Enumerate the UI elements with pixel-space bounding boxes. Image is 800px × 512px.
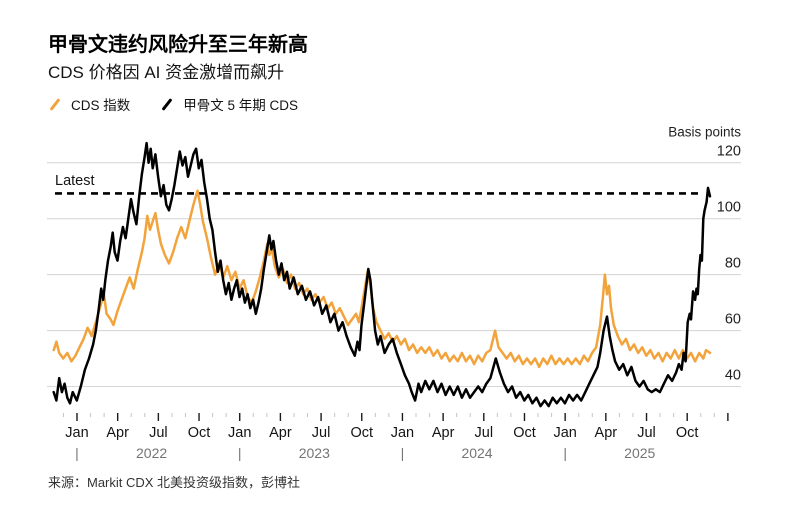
x-tick-label: Jan bbox=[228, 425, 251, 441]
chart-subtitle: CDS 价格因 AI 资金激增而飙升 bbox=[48, 63, 285, 82]
year-label-2023: 2023 bbox=[299, 445, 330, 461]
y-tick-label-60: 60 bbox=[725, 312, 741, 328]
legend-item-cds-index: CDS 指数 bbox=[48, 94, 130, 114]
year-separator: | bbox=[75, 445, 79, 461]
x-tick-label: Apr bbox=[269, 425, 292, 441]
year-label-2024: 2024 bbox=[461, 445, 492, 461]
year-separator: | bbox=[563, 445, 567, 461]
x-tick-label: Oct bbox=[188, 425, 211, 441]
legend-label: 甲骨文 5 年期 CDS bbox=[183, 98, 299, 113]
latest-annotation-label: Latest bbox=[55, 173, 95, 189]
year-label-2022: 2022 bbox=[136, 445, 167, 461]
x-tick-label: Apr bbox=[595, 425, 618, 441]
x-tick-label: Oct bbox=[513, 425, 536, 441]
year-separator: | bbox=[238, 445, 242, 461]
year-label-2025: 2025 bbox=[624, 445, 655, 461]
series-line-1 bbox=[52, 141, 712, 408]
x-tick-label: Apr bbox=[106, 425, 129, 441]
year-separator: | bbox=[401, 445, 405, 461]
source-note: 来源：Markit CDX 北美投资级指数，彭博社 bbox=[48, 475, 301, 490]
x-tick-label: Jan bbox=[553, 425, 576, 441]
x-tick-label: Jul bbox=[475, 425, 494, 441]
legend: CDS 指数 甲骨文 5 年期 CDS bbox=[48, 94, 298, 114]
y-tick-label-80: 80 bbox=[725, 256, 741, 272]
x-tick-label: Jul bbox=[637, 425, 656, 441]
y-tick-label-40: 40 bbox=[725, 368, 741, 384]
x-tick-label: Oct bbox=[350, 425, 373, 441]
chart-title: 甲骨文违约风险升至三年新高 bbox=[48, 34, 308, 56]
y-tick-label-100: 100 bbox=[717, 200, 741, 216]
x-tick-label: Oct bbox=[676, 425, 699, 441]
legend-item-oracle-cds: 甲骨文 5 年期 CDS bbox=[160, 94, 298, 114]
x-tick-label: Jan bbox=[65, 425, 88, 441]
x-tick-label: Jan bbox=[391, 425, 414, 441]
axis-unit-label: Basis points bbox=[668, 125, 741, 140]
x-tick-label: Jul bbox=[312, 425, 331, 441]
x-tick-label: Jul bbox=[149, 425, 168, 441]
y-tick-label-120: 120 bbox=[717, 144, 741, 160]
x-tick-label: Apr bbox=[432, 425, 455, 441]
legend-label: CDS 指数 bbox=[71, 98, 131, 113]
